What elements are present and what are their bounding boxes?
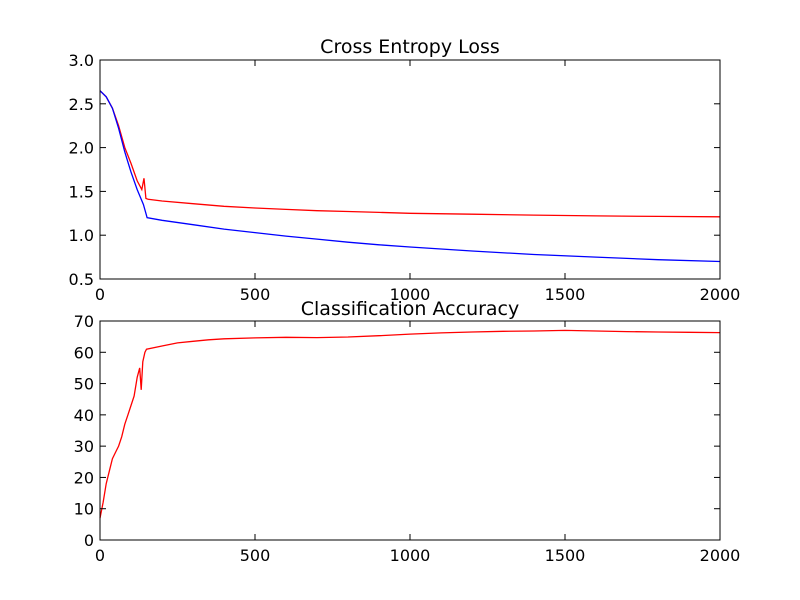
accuracy-xtick-label: 1500	[545, 546, 586, 565]
accuracy-xtick-label: 1000	[390, 546, 431, 565]
accuracy-ytick-label: 50	[74, 375, 94, 394]
loss-ytick-label: 3.0	[69, 51, 94, 70]
loss-ytick-label: 1.5	[69, 182, 94, 201]
accuracy-ytick-label: 40	[74, 406, 94, 425]
accuracy-ytick-label: 20	[74, 468, 94, 487]
loss-series-line-0	[99, 90, 721, 218]
loss-plot-frame	[99, 59, 721, 280]
accuracy-ytick-label: 0	[84, 531, 94, 550]
accuracy-ytick-label: 70	[74, 312, 94, 331]
accuracy-ytick-label: 60	[74, 343, 94, 362]
loss-series-line-1	[99, 90, 721, 263]
loss-chart-title: Cross Entropy Loss	[320, 36, 500, 58]
accuracy-subplot: 0 500 1000 1500 2000 0 10 20 30 40 50 60 70 Classifi…	[74, 298, 741, 565]
loss-xtick-label: 500	[240, 285, 271, 304]
loss-ytick-label: 2.0	[69, 139, 94, 158]
loss-xtick-label: 2000	[700, 285, 741, 304]
loss-ytick-label: 1.0	[69, 226, 94, 245]
accuracy-xtick-label: 500	[240, 546, 271, 565]
accuracy-ytick-label: 10	[74, 500, 94, 519]
loss-xtick-label: 1000	[390, 285, 431, 304]
accuracy-chart-title: Classification Accuracy	[301, 298, 520, 320]
accuracy-plot-frame	[99, 320, 721, 541]
accuracy-ticks	[99, 320, 721, 541]
accuracy-xtick-label: 2000	[700, 546, 741, 565]
accuracy-series-line-0	[99, 329, 721, 519]
loss-ytick-label: 2.5	[69, 95, 94, 114]
loss-xtick-label: 0	[95, 285, 105, 304]
loss-xtick-label: 1500	[545, 285, 586, 304]
loss-series-layer	[99, 90, 721, 263]
accuracy-xtick-label: 0	[95, 546, 105, 565]
accuracy-ytick-label: 30	[74, 437, 94, 456]
accuracy-tick-labels: 0 500 1000 1500 2000 0 10 20 30 40 50 60 70	[74, 312, 741, 565]
loss-tick-labels: 0 500 1000 1500 2000 0.5 1.0 1.5 2.0 2.5 3.0	[69, 51, 741, 304]
loss-ticks	[99, 59, 721, 280]
loss-subplot: 0 500 1000 1500 2000 0.5 1.0 1.5 2.0 2.5 3.0 Cross…	[69, 36, 741, 304]
accuracy-series-layer	[99, 329, 721, 519]
loss-ytick-label: 0.5	[69, 270, 94, 289]
